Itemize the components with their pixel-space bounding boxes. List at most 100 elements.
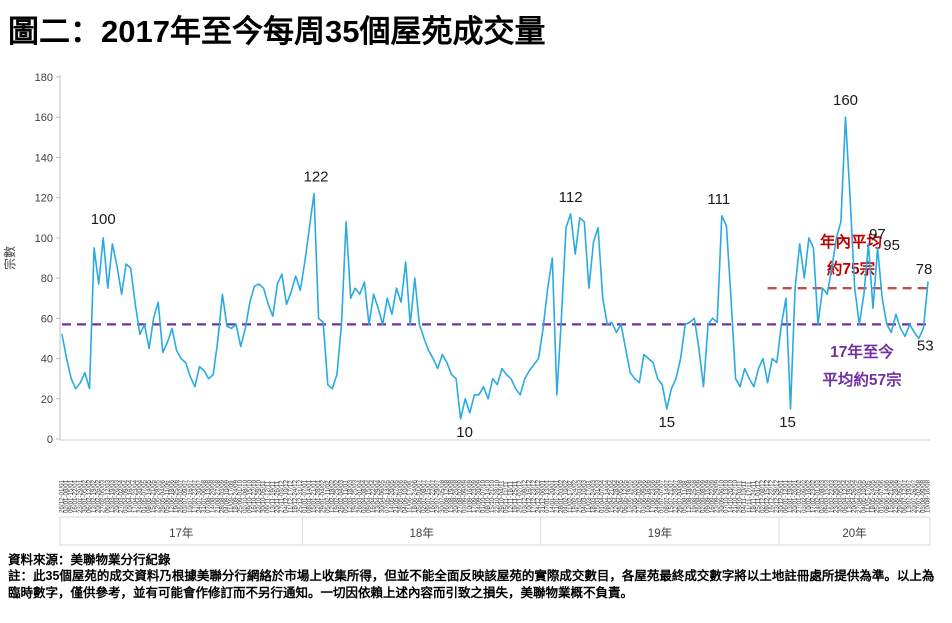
point-value-label: 53 (917, 337, 934, 354)
x-tick-label: 18/03-24/03 (590, 479, 597, 513)
x-tick-label: 05/06-11/06 (164, 480, 171, 513)
x-tick-label: 02/10-08/10 (242, 479, 249, 513)
x-tick-label: 13/07-19/07 (906, 479, 913, 513)
x-tick-label: 30/04-06/05 (379, 479, 386, 513)
x-tick-label: 27/08-02/09 (457, 479, 464, 513)
chart-footer: 資料來源：美聯物業分行紀錄 註：此35個屋苑的成交資料乃根據美聯分行網絡於市場上… (8, 552, 946, 601)
x-tick-label: 23/04-29/04 (375, 479, 382, 513)
x-tick-label: 15/01-21/01 (311, 479, 318, 513)
x-tick-label: 30/10-05/11 (260, 480, 267, 513)
x-tick-label: 24/09-30/09 (475, 479, 482, 513)
x-tick-label: 09/01-15/01 (68, 479, 75, 513)
x-tick-label: 27/02-05/03 (100, 479, 107, 513)
x-tick-label: 21/05-27/05 (393, 479, 400, 513)
x-tick-label: 10/07-16/07 (187, 479, 194, 513)
x-tick-label: 09/12-15/12 (764, 479, 771, 513)
x-tick-label: 13/02-19/02 (91, 479, 98, 513)
x-tick-label: 22/10-28/10 (494, 479, 501, 513)
x-tick-label: 12/02-18/02 (329, 479, 336, 513)
x-tick-label: 06/11-12/11 (265, 480, 272, 513)
x-tick-label: 02/12-08/12 (760, 479, 767, 513)
x-tick-label: 08/06-14/06 (883, 479, 890, 513)
x-tick-label: 11/02-17/02 (567, 480, 574, 513)
x-tick-label: 11/09-17/09 (228, 480, 235, 513)
x-tick-label: 27/04-03/05 (856, 479, 863, 513)
x-tick-label: 04/06-10/06 (402, 479, 409, 513)
x-tick-label: 10/04-16/04 (127, 479, 134, 513)
x-tick-label: 30/07-05/08 (439, 479, 446, 513)
year-group-label: 20年 (842, 526, 866, 540)
x-tick-label: 02/07-08/07 (420, 479, 427, 513)
x-tick-label: 06/05-12/05 (622, 479, 629, 513)
x-tick-label: 10/12-16/12 (526, 479, 533, 513)
x-tick-label: 20/02-26/02 (95, 479, 102, 513)
x-tick-label: 11/03-17/03 (585, 480, 592, 513)
x-tick-label: 14/01-20/01 (549, 479, 556, 513)
year-group-label: 18年 (410, 526, 434, 540)
x-tick-label: 18/02-24/02 (572, 479, 579, 513)
point-value-label: 10 (456, 424, 473, 441)
x-tick-label: 03/07-09/07 (182, 479, 189, 513)
x-tick-label: 17/09-23/09 (471, 479, 478, 513)
x-tick-labels: 26/12-01/0102/01-08/0109/01-15/0116/01-2… (59, 479, 932, 513)
x-tick-label: 27/01-02/02 (796, 479, 803, 513)
x-tick-label: 06/04-12/04 (842, 479, 849, 513)
x-tick-label: 18/12-24/12 (292, 479, 299, 513)
x-tick-label: 26/06-02/07 (178, 479, 185, 513)
x-tick-label: 26/08-01/09 (695, 479, 702, 513)
x-tick-label: 09/10-15/10 (246, 479, 253, 513)
x-tick-label: 25/12-31/12 (297, 479, 304, 513)
year-group-label: 19年 (648, 526, 672, 540)
x-tick-label: 23/01-29/01 (77, 479, 84, 513)
point-value-label: 122 (303, 169, 328, 186)
x-tick-label: 25/09-01/10 (237, 479, 244, 513)
y-axis-title: 宗數 (2, 246, 17, 270)
y-tick-label: 80 (41, 273, 53, 285)
x-tick-label: 06/07-12/07 (902, 479, 909, 513)
x-tick-label: 26/11-02/12 (517, 480, 524, 513)
x-tick-label: 04/09-10/09 (223, 479, 230, 513)
x-tick-label: 20/04-26/04 (851, 479, 858, 513)
x-tick-label: 03/04-09/04 (123, 479, 130, 513)
x-tick-label: 20/11-26/11 (274, 480, 281, 513)
x-tick-label: 21/01-27/01 (553, 479, 560, 513)
x-tick-label: 10/06-16/06 (645, 479, 652, 513)
x-tick-label: 04/05-10/05 (860, 479, 867, 513)
point-value-label: 15 (658, 414, 675, 431)
disclaimer-text: 註：此35個屋苑的成交資料乃根據美聯分行網絡於市場上收集所得，但並不能全面反映該… (8, 569, 935, 600)
x-tick-label: 10/08-16/08 (925, 479, 932, 513)
x-tick-label: 03/09-09/09 (462, 479, 469, 513)
x-tick-label: 07/01-13/01 (544, 479, 551, 513)
y-tick-label: 40 (41, 354, 53, 366)
x-tick-label: 05/03-11/03 (343, 480, 350, 513)
point-value-label: 95 (883, 237, 900, 254)
x-tick-label: 28/01-03/02 (558, 479, 565, 513)
x-tick-label: 23/09-29/09 (714, 479, 721, 513)
x-tick-label: 20/08-26/08 (453, 479, 460, 513)
x-tick-label: 16/07-22/07 (430, 479, 437, 513)
x-tick-label: 15/06-21/06 (888, 479, 895, 513)
x-tick-label: 16/09-22/09 (709, 479, 716, 513)
x-tick-label: 08/05-14/05 (146, 479, 153, 513)
x-tick-label: 19/11-25/11 (512, 480, 519, 513)
average-line-caption: 平均約57宗 (822, 370, 901, 389)
x-tick-label: 04/12-10/12 (283, 479, 290, 513)
x-tick-label: 28/08-03/09 (219, 479, 226, 513)
x-tick-label: 15/07-21/07 (668, 479, 675, 513)
average-line-caption: 約75宗 (827, 259, 875, 278)
x-tick-label: 13/08-19/08 (448, 479, 455, 513)
x-tick-label: 01/05-07/05 (141, 479, 148, 513)
x-tick-label: 03/08-09/08 (920, 479, 927, 513)
x-tick-label: 06/08-12/08 (443, 479, 450, 513)
x-tick-label: 29/04-05/05 (618, 479, 625, 513)
x-tick-label: 05/02-11/02 (324, 480, 331, 513)
x-tick-label: 02/04-08/04 (361, 479, 368, 513)
x-tick-label: 27/11-03/12 (278, 480, 285, 513)
x-tick-label: 22/04-28/04 (613, 479, 620, 513)
y-tick-label: 20 (41, 394, 53, 406)
x-tick-label: 25/03-31/03 (595, 479, 602, 513)
x-tick-label: 14/08-20/08 (210, 479, 217, 513)
x-tick-label: 24/07-30/07 (196, 479, 203, 513)
